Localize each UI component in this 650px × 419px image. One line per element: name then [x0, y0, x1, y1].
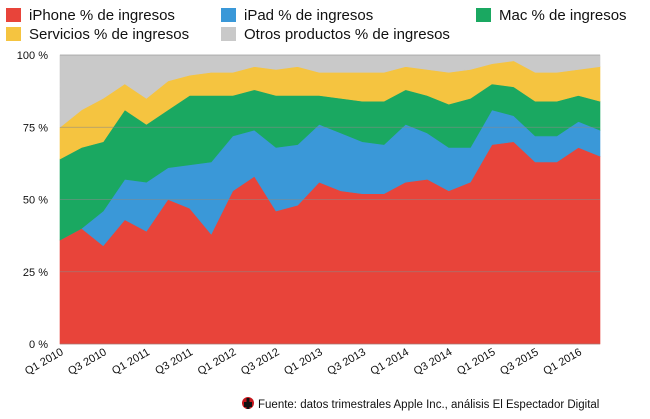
legend-ipad-pct-de-ingresos-label: iPad % de ingresos	[244, 7, 373, 24]
x-tick-label-q1-2016: Q1 2016	[541, 346, 584, 377]
x-tick-label-q3-2010: Q3 2010	[66, 346, 109, 377]
legend-mac-pct-de-ingresos-label: Mac % de ingresos	[499, 7, 627, 24]
x-tick-label-q1-2015: Q1 2015	[455, 346, 498, 377]
legend-servicios-pct-de-ingresos-label: Servicios % de ingresos	[29, 26, 189, 43]
legend-otros-productos-pct-de-ingresos-label: Otros productos % de ingresos	[244, 26, 450, 43]
legend-otros-productos-pct-de-ingresos-swatch	[221, 27, 236, 41]
legend-servicios-pct-de-ingresos-swatch	[6, 27, 21, 41]
x-tick-label-q3-2015: Q3 2015	[498, 346, 541, 377]
y-tick-label-75-pct: 75 %	[23, 122, 48, 134]
legend-iphone-pct-de-ingresos-label: iPhone % de ingresos	[29, 7, 175, 24]
x-tick-label-q1-2012: Q1 2012	[196, 346, 239, 377]
x-tick-label-q3-2011: Q3 2011	[153, 346, 195, 377]
legend-ipad-pct-de-ingresos-swatch	[221, 8, 236, 22]
x-tick-label-q3-2013: Q3 2013	[325, 346, 368, 377]
el-espectador-logo	[242, 397, 254, 409]
x-tick-label-q3-2014: Q3 2014	[412, 346, 455, 377]
gridlines-group	[60, 54, 600, 345]
x-tick-label-q1-2014: Q1 2014	[369, 346, 412, 377]
x-tick-label-q1-2011: Q1 2011	[110, 346, 152, 377]
areas-group	[59, 54, 601, 345]
legend: iPhone % de ingresos iPad % de ingresos Ma…	[6, 7, 627, 43]
legend-iphone-pct-de-ingresos-swatch	[6, 8, 21, 22]
source-note: Fuente: datos trimestrales Apple Inc., a…	[258, 399, 599, 411]
y-tick-label-25-pct: 25 %	[23, 267, 48, 279]
logo-figure	[244, 398, 252, 409]
x-tick-label-q1-2013: Q1 2013	[282, 346, 325, 377]
y-tick-label-0-pct: 0 %	[29, 339, 48, 351]
y-tick-label-50-pct: 50 %	[23, 195, 48, 207]
x-tick-label-q3-2012: Q3 2012	[239, 346, 282, 377]
y-tick-label-100-pct: 100 %	[17, 50, 48, 62]
legend-mac-pct-de-ingresos-swatch	[476, 8, 491, 22]
